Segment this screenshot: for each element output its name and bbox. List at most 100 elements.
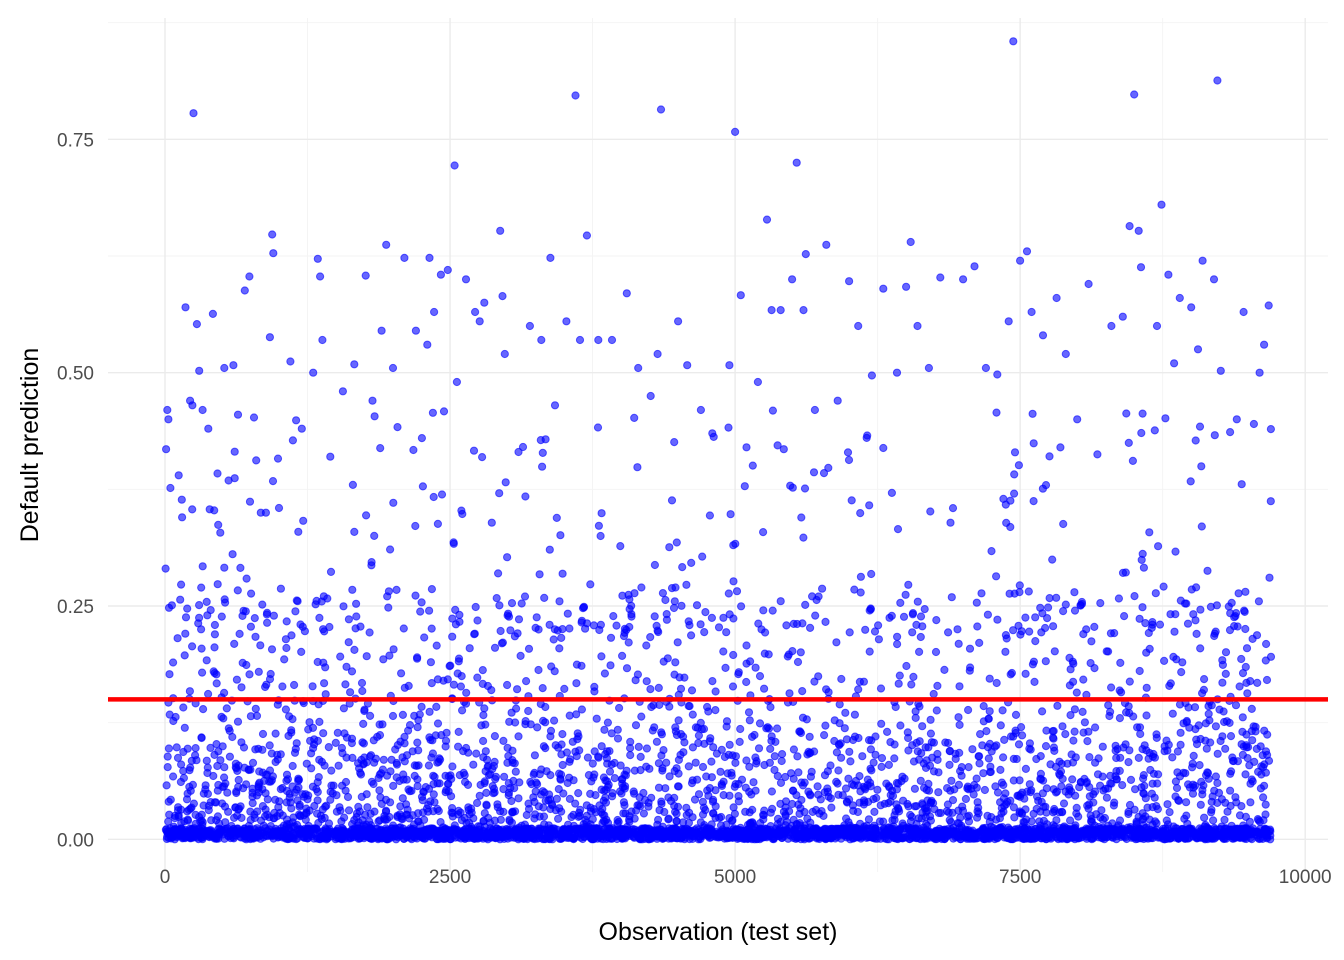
data-point xyxy=(245,497,255,506)
data-point xyxy=(534,665,543,675)
data-point xyxy=(711,687,720,696)
data-point xyxy=(630,814,639,823)
data-point xyxy=(1198,689,1207,698)
data-point xyxy=(427,585,436,594)
data-point xyxy=(834,766,843,775)
data-point xyxy=(997,778,1007,787)
data-point xyxy=(1049,785,1058,794)
data-point xyxy=(654,815,663,824)
data-point xyxy=(237,683,246,692)
data-point xyxy=(1243,754,1252,763)
data-point xyxy=(785,689,794,698)
data-point xyxy=(856,572,866,581)
data-point xyxy=(621,782,630,791)
data-point xyxy=(357,792,366,802)
data-point xyxy=(671,658,680,667)
data-point xyxy=(327,766,336,775)
data-point xyxy=(755,719,765,728)
data-point xyxy=(225,726,234,736)
data-point xyxy=(1068,758,1078,767)
data-point xyxy=(1130,592,1139,601)
data-point xyxy=(197,733,206,743)
data-point xyxy=(732,587,742,596)
data-point xyxy=(1049,743,1059,752)
data-point xyxy=(608,792,617,801)
data-point xyxy=(926,507,935,516)
data-point xyxy=(1196,644,1205,653)
data-point xyxy=(1261,800,1270,809)
data-point xyxy=(254,667,263,676)
data-point xyxy=(1059,799,1069,808)
data-point xyxy=(398,794,407,803)
data-point xyxy=(1171,792,1180,801)
data-point xyxy=(386,798,395,807)
data-point xyxy=(517,599,526,608)
data-point xyxy=(789,619,798,629)
data-point xyxy=(1138,409,1147,418)
data-point xyxy=(249,413,259,422)
data-point xyxy=(1090,664,1099,673)
data-point xyxy=(512,704,521,713)
data-point xyxy=(1017,808,1026,818)
data-point xyxy=(1055,808,1064,817)
data-point xyxy=(210,643,219,652)
data-point xyxy=(642,641,651,650)
data-point xyxy=(1000,735,1009,745)
data-point xyxy=(546,771,555,780)
data-point xyxy=(522,810,531,820)
data-point xyxy=(341,777,351,787)
data-point xyxy=(672,538,681,547)
data-point xyxy=(1235,682,1244,691)
data-point xyxy=(416,607,425,616)
data-point xyxy=(906,810,915,820)
data-point xyxy=(874,635,884,644)
data-point xyxy=(400,757,409,766)
data-point xyxy=(552,794,562,803)
data-point xyxy=(263,827,272,836)
data-point xyxy=(1085,753,1094,762)
data-point xyxy=(1080,774,1089,784)
data-point xyxy=(984,754,993,763)
data-point xyxy=(393,741,402,750)
data-point xyxy=(597,509,606,518)
data-point xyxy=(323,594,332,603)
data-point xyxy=(947,825,956,834)
data-point xyxy=(734,668,743,677)
data-point xyxy=(684,617,693,626)
data-point xyxy=(597,742,606,751)
data-point xyxy=(600,725,609,734)
data-point xyxy=(1203,566,1212,575)
data-point xyxy=(1144,628,1153,638)
data-point xyxy=(1207,805,1216,814)
data-point xyxy=(745,787,754,797)
data-point xyxy=(764,724,774,733)
data-point xyxy=(1083,737,1092,746)
data-point xyxy=(796,648,805,657)
data-point xyxy=(417,702,426,711)
data-point xyxy=(754,744,764,753)
data-point xyxy=(926,816,936,825)
data-point xyxy=(524,644,534,653)
data-point xyxy=(285,712,294,721)
data-point xyxy=(705,511,715,520)
data-point xyxy=(234,775,243,785)
data-point xyxy=(894,679,903,688)
data-point xyxy=(955,682,964,691)
data-point xyxy=(1036,775,1046,784)
data-point xyxy=(1002,518,1011,528)
data-point xyxy=(749,778,758,787)
data-point xyxy=(1031,613,1040,622)
data-point xyxy=(888,791,898,801)
data-point xyxy=(652,737,662,746)
data-point xyxy=(917,814,926,823)
data-point xyxy=(339,602,348,611)
data-point xyxy=(1221,744,1230,753)
data-point xyxy=(1091,723,1100,732)
data-point xyxy=(344,638,353,647)
data-point xyxy=(858,752,867,761)
data-point xyxy=(282,643,291,653)
data-point xyxy=(904,802,913,811)
data-point xyxy=(1078,707,1087,717)
data-point xyxy=(210,669,219,678)
data-point xyxy=(179,703,188,712)
